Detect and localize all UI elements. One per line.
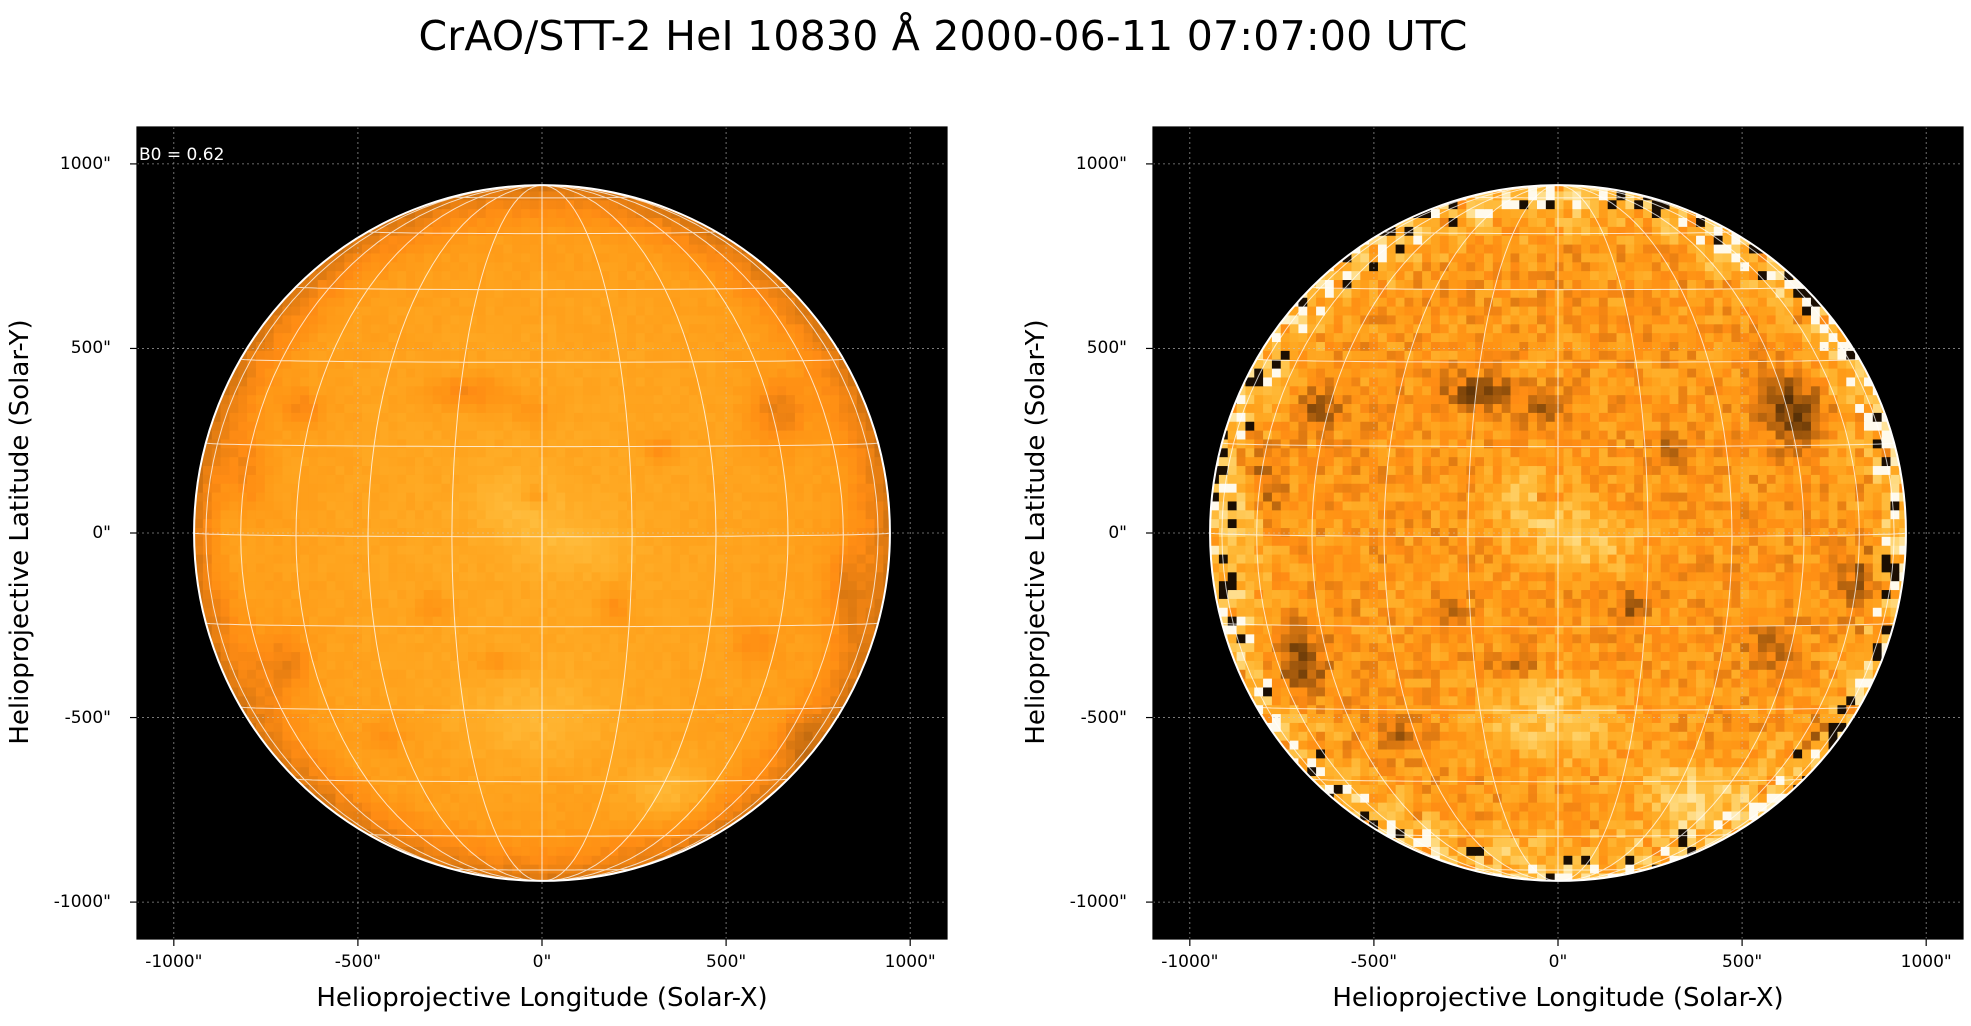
figure-title: CrAO/STT-2 HeI 10830 Å 2000-06-11 07:07:…	[418, 12, 1468, 60]
y-tick-label: 1000"	[59, 153, 111, 174]
left-panel: B0 = 0.62 1000" 500" 0" -500" -1000" -1000" -…	[5, 126, 948, 1013]
right-panel: 1000" 500" 0" -500" -1000" -1000" -500" 0" 500"…	[1021, 126, 1964, 1013]
x-tick-label: 0"	[532, 952, 552, 972]
y-tick-label: -1000"	[1069, 892, 1127, 913]
y-tick-label: 500"	[70, 338, 111, 359]
left-x-axis-label: Helioprojective Longitude (Solar-X)	[316, 983, 768, 1013]
left-solar-image-plot	[130, 126, 948, 946]
x-tick-label: 1000"	[884, 952, 936, 972]
solar-limb	[193, 184, 891, 882]
x-tick-label: 0"	[1548, 952, 1568, 972]
y-tick-label: -500"	[1080, 707, 1127, 728]
solar-limb	[1209, 184, 1907, 882]
left-y-axis-label: Helioprojective Latitude (Solar-Y)	[5, 319, 35, 745]
axes-frame	[130, 126, 948, 946]
solar-disk-pixels	[1210, 185, 1906, 881]
y-tick-label: 0"	[92, 523, 111, 543]
y-tick-label: -500"	[64, 707, 111, 728]
solar-disk-pixels	[194, 185, 890, 881]
x-tick-label: -500"	[334, 952, 382, 972]
right-x-axis-label: Helioprojective Longitude (Solar-X)	[1332, 983, 1784, 1013]
x-tick-label: 500"	[705, 952, 747, 972]
y-tick-label: 500"	[1086, 338, 1127, 359]
axes-frame	[1146, 126, 1964, 946]
y-tick-label: 0"	[1108, 523, 1127, 543]
right-y-axis-label: Helioprojective Latitude (Solar-Y)	[1021, 319, 1051, 745]
x-tick-label: 500"	[1721, 952, 1763, 972]
y-tick-label: 1000"	[1075, 153, 1127, 174]
x-tick-label: 1000"	[1900, 952, 1952, 972]
heliographic-grid	[1209, 184, 1907, 882]
x-tick-label: -1000"	[145, 952, 203, 972]
y-tick-label: -1000"	[53, 892, 111, 913]
right-solar-image-plot	[1146, 126, 1964, 946]
x-tick-label: -500"	[1350, 952, 1398, 972]
b0-annotation: B0 = 0.62	[139, 145, 225, 165]
x-tick-label: -1000"	[1161, 952, 1219, 972]
